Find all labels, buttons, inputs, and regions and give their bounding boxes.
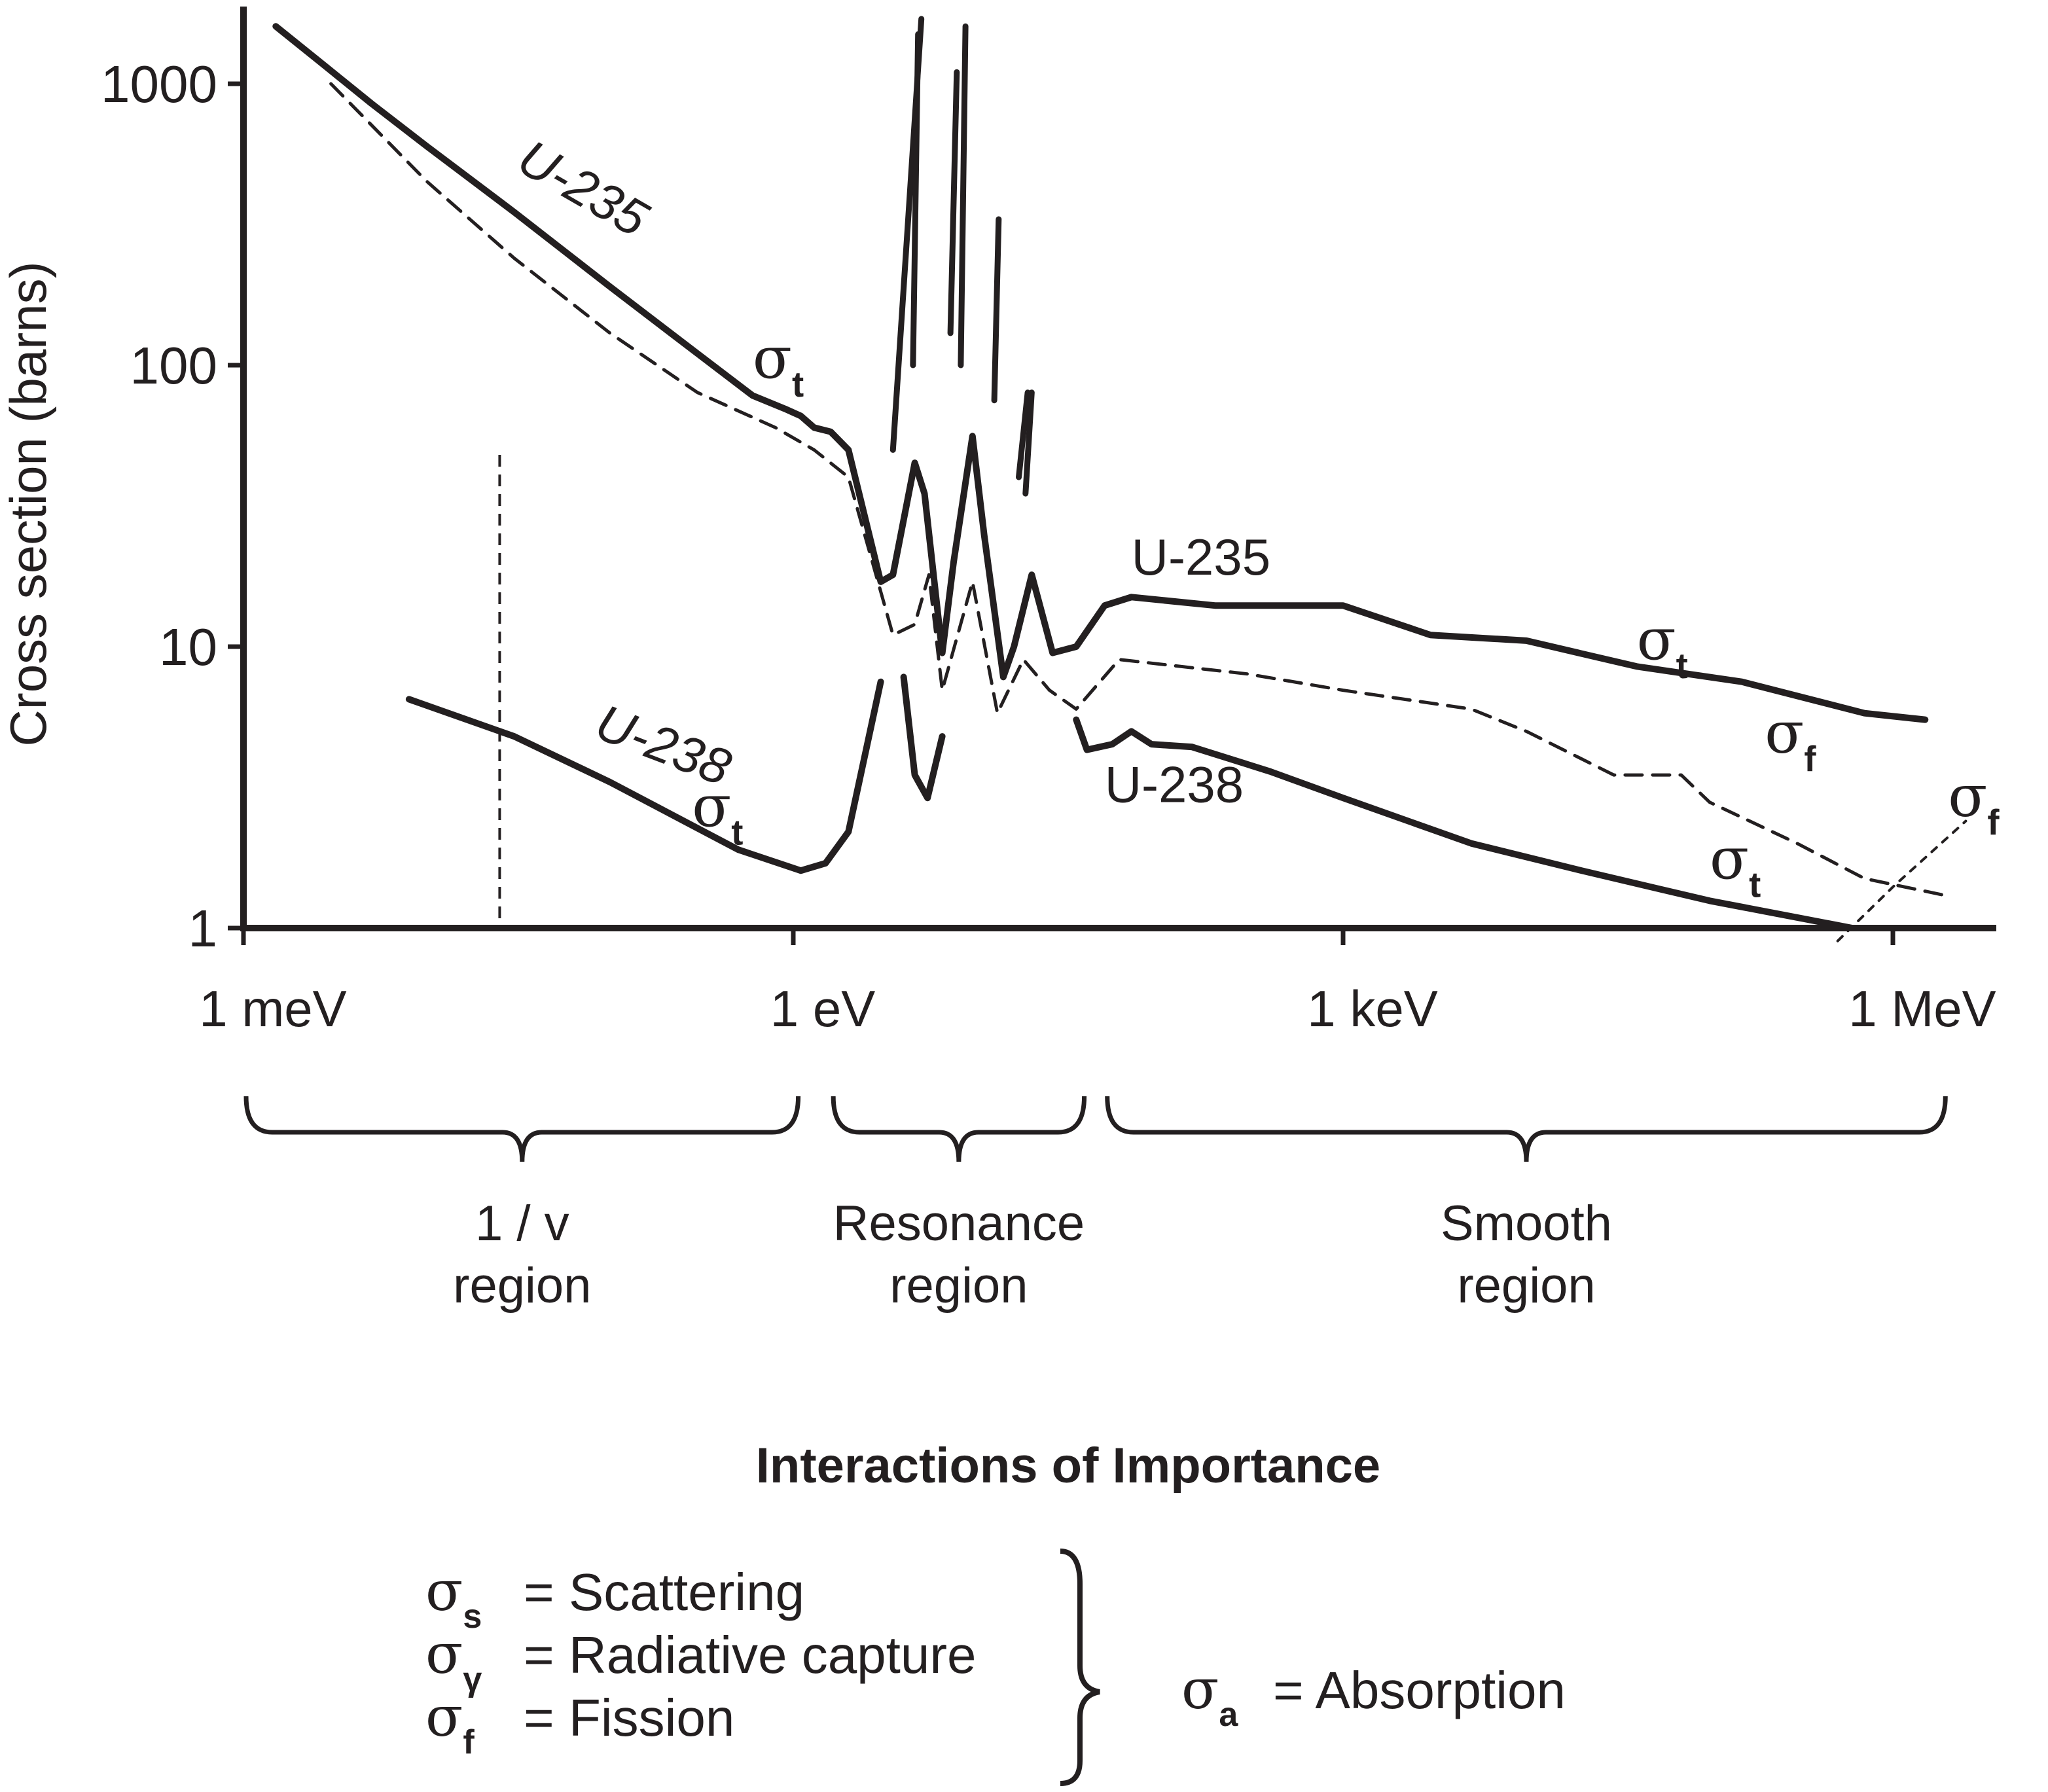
curve-label-2: U-235 xyxy=(1132,528,1270,586)
region-label-2-line2: region xyxy=(1457,1258,1595,1314)
x-tick-label-1: 1 eV xyxy=(770,980,875,1037)
resonance-peak-2 xyxy=(947,69,960,336)
legend-item-0: = Scattering xyxy=(524,1563,804,1621)
series-line-5 xyxy=(1836,819,1967,942)
legend-title: Interactions of Importance xyxy=(756,1438,1380,1494)
curve-label-4: σf xyxy=(1765,699,1816,779)
region-label-1-line1: Resonance xyxy=(833,1196,1085,1251)
resonance-peak-6 xyxy=(1022,389,1035,497)
y-tick-label-3: 1000 xyxy=(101,55,217,113)
y-axis-title: Cross section (barns) xyxy=(0,261,57,746)
region-label-2-line1: Smooth xyxy=(1441,1196,1612,1251)
y-tick-label-1: 10 xyxy=(159,618,217,676)
resonance-peak-4 xyxy=(991,216,1002,404)
legend-symbol-2: σf xyxy=(425,1685,475,1761)
region-label-0-line2: region xyxy=(453,1258,591,1314)
region-label-1-line2: region xyxy=(889,1258,1028,1314)
series-line-3 xyxy=(900,673,946,802)
region-brace-0 xyxy=(243,1096,801,1162)
plot-area xyxy=(272,16,1967,942)
curve-label-0: U-235 xyxy=(509,128,658,248)
curve-label-8: U-238 xyxy=(1105,756,1244,814)
legend-combined-symbol: σa xyxy=(1181,1657,1238,1734)
region-label-0-line1: 1 / v xyxy=(475,1196,569,1251)
curve-label-9: σt xyxy=(1710,825,1761,905)
legend: Interactions of Importance σs = Scattering… xyxy=(425,1438,1566,1786)
x-tick-label-0: 1 meV xyxy=(199,980,346,1037)
x-tick-label-3: 1 MeV xyxy=(1848,980,1996,1037)
legend-item-1: = Radiative capture xyxy=(524,1626,977,1684)
legend-symbol-0: σs xyxy=(425,1559,482,1636)
legend-symbol-1: σγ xyxy=(425,1622,482,1698)
series-line-1 xyxy=(329,82,1950,898)
legend-item-2: = Fission xyxy=(524,1689,734,1747)
resonance-peak-5 xyxy=(1016,389,1031,480)
axes: 1 10 100 1000 1 meV 1 eV 1 keV 1 MeV Cross secti… xyxy=(0,7,1996,1037)
x-tick-label-2: 1 keV xyxy=(1307,980,1437,1037)
series-line-4 xyxy=(1073,716,1929,931)
resonance-peak-1 xyxy=(910,31,922,368)
resonance-peak-3 xyxy=(958,23,969,368)
curve-label-3: σt xyxy=(1637,606,1688,686)
curve-label-7: σt xyxy=(692,772,743,852)
region-annotations: 1 / v region Resonance region Smooth region xyxy=(243,1096,1948,1314)
legend-brace xyxy=(1060,1549,1100,1786)
curve-label-1: σt xyxy=(753,325,804,404)
region-brace-2 xyxy=(1105,1096,1948,1162)
series-line-2 xyxy=(405,678,884,874)
region-brace-1 xyxy=(831,1096,1087,1162)
y-tick-label-2: 100 xyxy=(130,336,217,395)
y-tick-label-0: 1 xyxy=(189,899,218,958)
legend-combined-text: = Absorption xyxy=(1273,1661,1566,1719)
curve-label-5: σf xyxy=(1948,762,2000,842)
series-line-0 xyxy=(272,23,1929,723)
